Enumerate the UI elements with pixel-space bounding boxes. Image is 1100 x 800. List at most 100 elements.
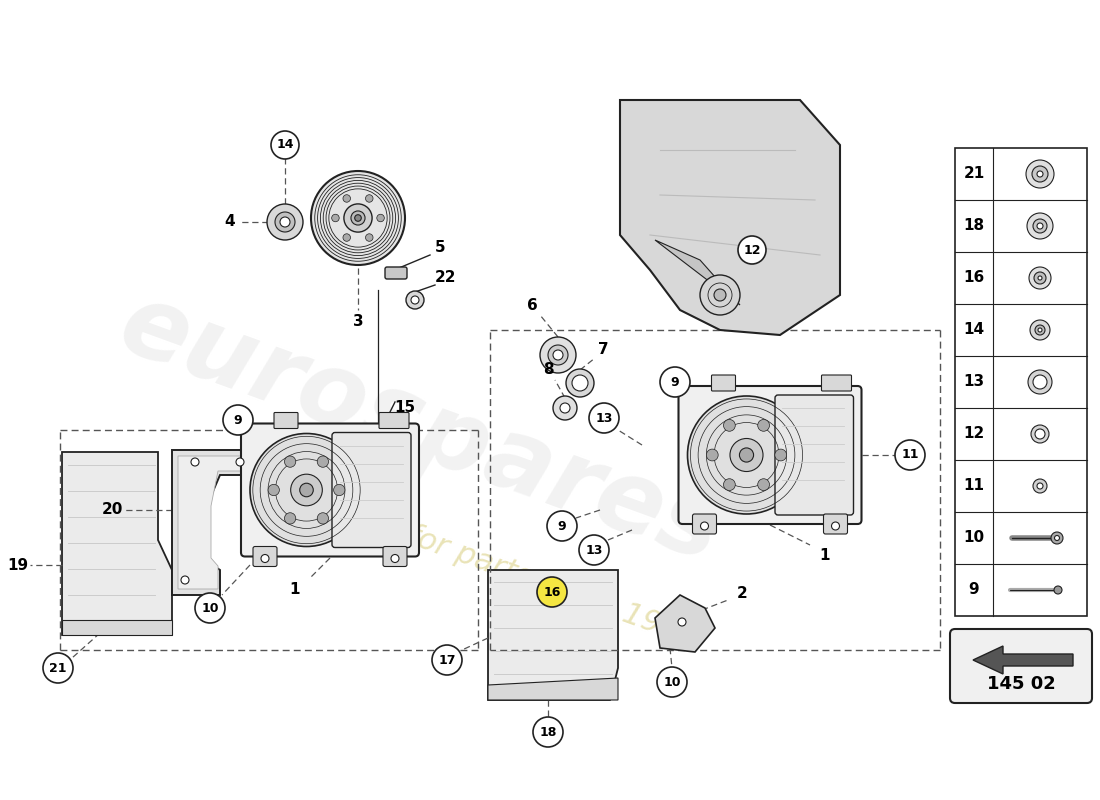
Circle shape	[1038, 328, 1042, 332]
Text: 9: 9	[558, 519, 566, 533]
Circle shape	[1034, 272, 1046, 284]
Circle shape	[700, 275, 740, 315]
Text: 11: 11	[901, 449, 918, 462]
Circle shape	[311, 171, 405, 265]
Text: 8: 8	[542, 362, 553, 378]
Text: 5: 5	[434, 241, 446, 255]
Circle shape	[271, 131, 299, 159]
Text: 2: 2	[737, 586, 747, 601]
Circle shape	[1032, 166, 1048, 182]
FancyBboxPatch shape	[385, 267, 407, 279]
Circle shape	[1028, 370, 1052, 394]
Circle shape	[317, 513, 329, 524]
Circle shape	[895, 440, 925, 470]
Text: 14: 14	[276, 138, 294, 151]
Circle shape	[351, 211, 365, 225]
Circle shape	[724, 419, 735, 431]
FancyBboxPatch shape	[679, 386, 861, 524]
Circle shape	[195, 593, 226, 623]
Circle shape	[1033, 375, 1047, 389]
Circle shape	[432, 645, 462, 675]
Circle shape	[1033, 479, 1047, 493]
Text: 16: 16	[964, 270, 984, 286]
Text: 19: 19	[8, 558, 29, 573]
Circle shape	[1033, 219, 1047, 233]
FancyBboxPatch shape	[241, 423, 419, 557]
Text: 12: 12	[744, 243, 761, 257]
Circle shape	[1037, 223, 1043, 229]
Circle shape	[290, 474, 322, 506]
Circle shape	[553, 350, 563, 360]
Circle shape	[344, 204, 372, 232]
Text: 145 02: 145 02	[987, 675, 1055, 693]
Text: 20: 20	[101, 502, 123, 518]
Polygon shape	[62, 620, 172, 635]
Text: 10: 10	[964, 530, 984, 546]
Text: 3: 3	[353, 314, 363, 330]
Polygon shape	[974, 646, 1072, 674]
Circle shape	[268, 484, 279, 496]
Circle shape	[236, 458, 244, 466]
Polygon shape	[488, 678, 618, 700]
FancyBboxPatch shape	[383, 546, 407, 566]
Circle shape	[275, 212, 295, 232]
Circle shape	[406, 291, 424, 309]
Circle shape	[660, 367, 690, 397]
Polygon shape	[62, 452, 172, 635]
Text: 21: 21	[50, 662, 67, 674]
Circle shape	[354, 214, 361, 222]
Circle shape	[1027, 213, 1053, 239]
Text: eurospares: eurospares	[107, 276, 734, 584]
Circle shape	[299, 483, 314, 497]
Circle shape	[548, 345, 568, 365]
Circle shape	[540, 337, 576, 373]
Circle shape	[1026, 160, 1054, 188]
Circle shape	[537, 577, 566, 607]
Text: 10: 10	[201, 602, 219, 614]
Text: 16: 16	[543, 586, 561, 598]
Text: 21: 21	[964, 166, 984, 182]
Circle shape	[1055, 535, 1059, 541]
Circle shape	[343, 194, 351, 202]
FancyBboxPatch shape	[776, 395, 854, 515]
Circle shape	[43, 653, 73, 683]
Circle shape	[250, 434, 363, 546]
FancyBboxPatch shape	[253, 546, 277, 566]
FancyBboxPatch shape	[950, 629, 1092, 703]
Text: 6: 6	[527, 298, 538, 313]
Text: 18: 18	[964, 218, 984, 234]
Text: 9: 9	[233, 414, 242, 426]
Circle shape	[285, 456, 296, 467]
Circle shape	[701, 522, 708, 530]
Circle shape	[738, 236, 766, 264]
Polygon shape	[620, 100, 840, 335]
FancyBboxPatch shape	[822, 375, 851, 391]
Text: 14: 14	[964, 322, 984, 338]
Circle shape	[572, 375, 588, 391]
Circle shape	[579, 535, 609, 565]
FancyBboxPatch shape	[379, 413, 409, 429]
Circle shape	[1037, 171, 1043, 177]
Circle shape	[678, 618, 686, 626]
Circle shape	[317, 456, 329, 467]
Circle shape	[411, 296, 419, 304]
Circle shape	[758, 478, 770, 490]
Circle shape	[1050, 532, 1063, 544]
Text: 12: 12	[964, 426, 984, 442]
Circle shape	[774, 449, 786, 461]
Circle shape	[267, 204, 303, 240]
Text: 11: 11	[964, 478, 984, 494]
Circle shape	[553, 396, 578, 420]
Text: 22: 22	[434, 270, 455, 286]
Polygon shape	[178, 456, 254, 589]
Circle shape	[714, 289, 726, 301]
Circle shape	[285, 513, 296, 524]
Circle shape	[333, 484, 345, 496]
Text: 9: 9	[969, 582, 979, 598]
Circle shape	[365, 194, 373, 202]
Circle shape	[566, 369, 594, 397]
FancyBboxPatch shape	[712, 375, 736, 391]
FancyBboxPatch shape	[824, 514, 847, 534]
Circle shape	[1038, 276, 1042, 280]
Circle shape	[739, 448, 754, 462]
